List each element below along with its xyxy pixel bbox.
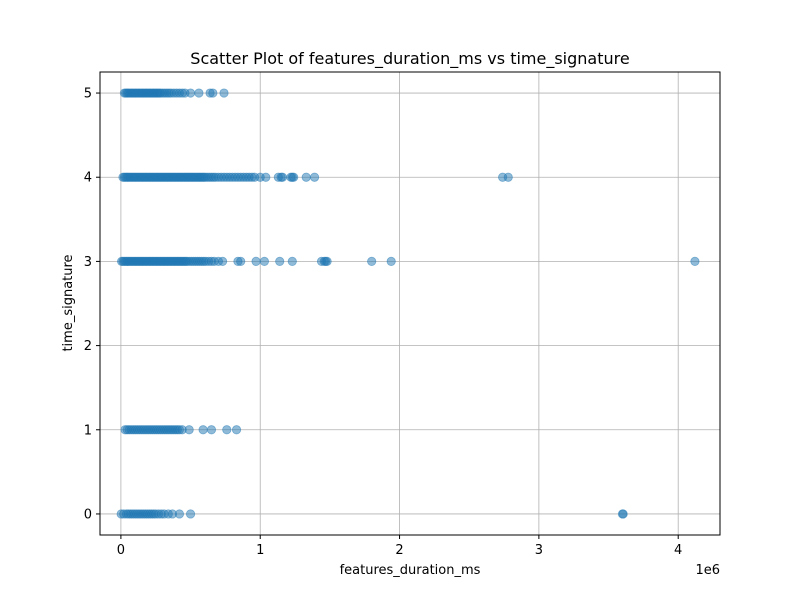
data-point [275, 256, 285, 267]
chart-title: Scatter Plot of features_duration_ms vs … [190, 49, 629, 69]
y-tick-label: 2 [84, 339, 92, 354]
data-point [184, 425, 194, 435]
x-tick-label: 2 [395, 543, 403, 558]
data-point [309, 172, 320, 182]
data-point [287, 256, 297, 267]
axis-ticks: 0 1 2 3 4 0 1 2 3 4 5 [84, 87, 683, 558]
data-point [208, 88, 218, 98]
data-point [690, 256, 700, 267]
x-tick-label: 0 [117, 543, 125, 558]
data-point [503, 172, 513, 182]
data-point [222, 425, 232, 435]
plot-area-frame [99, 71, 721, 536]
data-point [236, 256, 246, 267]
x-axis-label: features_duration_ms [340, 563, 481, 578]
data-point [206, 425, 217, 435]
x-tick-label: 3 [535, 543, 543, 558]
data-point [289, 172, 299, 182]
data-points [116, 88, 700, 519]
data-point [251, 256, 261, 267]
x-tick-label: 4 [674, 543, 682, 558]
y-tick-label: 5 [84, 87, 92, 102]
data-point [194, 88, 204, 98]
data-point [198, 425, 208, 435]
y-axis-label: time_signature [61, 254, 76, 351]
data-point [218, 256, 228, 267]
data-point [618, 509, 628, 519]
data-point [219, 88, 229, 98]
data-point [277, 172, 288, 182]
data-point [185, 509, 196, 519]
x-tick-label: 1 [256, 543, 264, 558]
y-tick-label: 0 [84, 507, 92, 522]
y-tick-label: 3 [84, 255, 92, 270]
data-point [259, 256, 270, 267]
grid-lines [100, 72, 720, 535]
x-axis-offset-label: 1e6 [695, 563, 720, 578]
data-point [386, 256, 396, 267]
data-point [301, 172, 311, 182]
data-point [261, 172, 271, 182]
y-tick-label: 1 [84, 423, 92, 438]
data-point [322, 256, 332, 267]
data-point [185, 88, 196, 98]
data-point [367, 256, 377, 267]
data-point [231, 425, 242, 435]
y-tick-label: 4 [84, 171, 92, 186]
data-point [174, 509, 185, 519]
